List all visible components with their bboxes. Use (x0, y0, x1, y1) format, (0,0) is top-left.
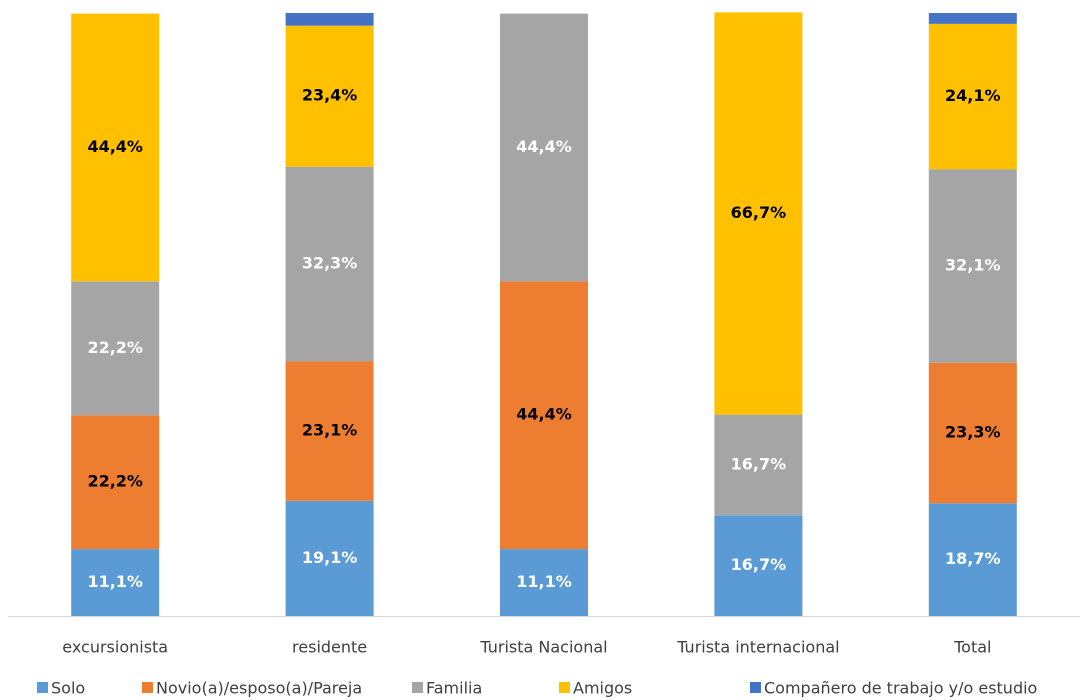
bar-segment (714, 414, 803, 516)
bar-segment (928, 169, 1017, 363)
bar-segment (71, 281, 160, 416)
value-label: 23,1% (302, 421, 358, 440)
value-label: 16,7% (731, 454, 787, 473)
x-tick-label: residente (292, 638, 367, 657)
legend-label: Solo (51, 679, 85, 698)
bar-segment (928, 503, 1017, 616)
legend-label: Amigos (573, 679, 632, 698)
value-label: 11,1% (87, 572, 143, 591)
bar-segment (500, 281, 588, 550)
value-label: 24,1% (945, 86, 1001, 105)
value-label: 23,3% (945, 422, 1001, 441)
value-label: 66,7% (731, 203, 787, 222)
legend-swatch (412, 682, 423, 693)
legend-swatch (559, 682, 570, 693)
value-label: 32,1% (945, 255, 1001, 274)
bar-segment (928, 23, 1017, 170)
value-label: 44,4% (516, 137, 572, 156)
legend-swatch (142, 682, 153, 693)
value-label: 18,7% (945, 549, 1001, 568)
bar-segment (71, 415, 160, 550)
legend-label: Familia (426, 679, 482, 698)
bar-segment (71, 549, 160, 616)
legend-swatch (750, 682, 761, 693)
value-label: 23,4% (302, 86, 358, 105)
value-label: 11,1% (516, 572, 572, 591)
value-label: 19,1% (302, 548, 358, 567)
x-tick-label: excursionista (62, 638, 168, 657)
bar-segment (714, 515, 803, 616)
bar-segment (500, 13, 588, 282)
bar-segment (285, 361, 374, 501)
x-tick-label: Turista Nacional (479, 638, 607, 657)
bar-segment (500, 549, 588, 616)
bar-segment (714, 12, 803, 415)
bar-segment (71, 13, 160, 282)
bar-segment (285, 25, 374, 167)
bar-segment (285, 500, 374, 616)
legend-label: Novio(a)/esposo(a)/Pareja (156, 679, 362, 698)
value-label: 32,3% (302, 254, 358, 273)
value-label: 22,2% (87, 472, 143, 491)
x-tick-label: Turista internacional (676, 638, 839, 657)
bar-segment (928, 13, 1017, 24)
x-tick-label: Total (953, 638, 991, 657)
value-label: 44,4% (516, 405, 572, 424)
value-label: 16,7% (731, 555, 787, 574)
legend-label: Compañero de trabajo y/o estudio (764, 679, 1037, 698)
bar-segment (285, 166, 374, 362)
bar-segment (928, 362, 1017, 504)
legend-swatch (37, 682, 48, 693)
value-label: 44,4% (87, 137, 143, 156)
value-label: 22,2% (87, 338, 143, 357)
bar-segment (285, 13, 374, 26)
